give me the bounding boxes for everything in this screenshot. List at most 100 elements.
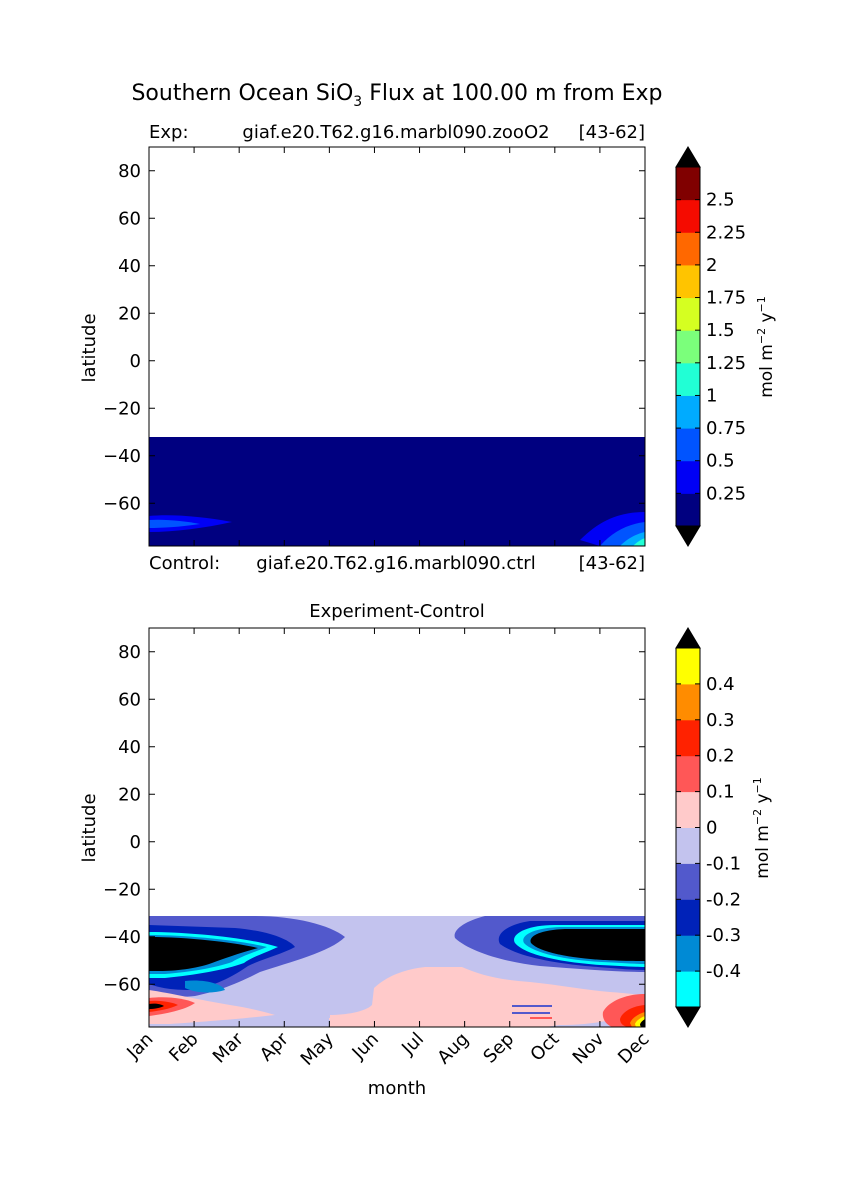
colorbar-swatch (676, 493, 700, 527)
experiment-background-level (149, 437, 645, 546)
experiment-field (149, 437, 645, 546)
x-tick-label: Aug (433, 1029, 473, 1069)
east-strong-negative-core (530, 929, 645, 961)
colorbar-tick-label: 1.75 (706, 288, 746, 309)
colorbar-swatch (676, 755, 700, 793)
colorbar-swatch (676, 232, 700, 266)
colorbar-tick-label: -0.1 (706, 853, 741, 874)
y-tick-label: 20 (118, 303, 141, 324)
difference-y-ticks: 80 60 40 20 0 −20 −40 −60 (103, 642, 645, 995)
colorbar-tick-label: -0.3 (706, 925, 741, 946)
experiment-y-label: latitude (79, 313, 100, 382)
experiment-y-ticks: 80 60 40 20 0 −20 −40 −60 (103, 147, 646, 546)
experiment-axes-frame (148, 146, 646, 547)
exp-header-left: Exp: (149, 122, 189, 143)
colorbar-tick-label: 0.5 (706, 451, 735, 472)
difference-field (149, 916, 645, 1027)
y-tick-label: 80 (118, 642, 141, 663)
colorbar-tick-label: 0 (706, 818, 717, 839)
positive-strip (329, 1016, 368, 1021)
difference-panel: Experiment-Control (79, 601, 773, 1099)
y-tick-label: −20 (103, 398, 141, 419)
y-tick-label: −20 (103, 879, 141, 900)
colorbar-tick-label: 0.4 (706, 674, 735, 695)
colorbar-swatch (676, 935, 700, 972)
colorbar-tick-label: -0.2 (706, 889, 741, 910)
colorbar-swatch (676, 264, 700, 299)
y-tick-label: −60 (103, 974, 141, 995)
y-tick-label: 80 (118, 161, 141, 182)
colorbar-tick-label: 2 (706, 255, 717, 276)
colorbar-tick-label: 2.5 (706, 190, 735, 211)
y-tick-label: 0 (130, 832, 141, 853)
x-tick-label: Mar (209, 1028, 248, 1067)
ctrl-footer-center: giaf.e20.T62.g16.marbl090.ctrl (256, 553, 535, 574)
colorbar-tick-label: 0.1 (706, 782, 735, 803)
colorbar-under-arrow (675, 525, 701, 547)
colorbar-swatch (676, 648, 700, 685)
colorbar-swatch (676, 199, 700, 233)
positive-west-strip (149, 990, 275, 1024)
ctrl-footer-left: Control: (149, 553, 220, 574)
oct-lines-1 (512, 1005, 552, 1007)
experiment-panel: Exp: giaf.e20.T62.g16.marbl090.zooO2 [43… (79, 122, 777, 574)
exp-header-right: [43-62] (579, 122, 645, 143)
colorbar-swatch (676, 683, 700, 721)
colorbar-under-arrow (675, 1006, 701, 1028)
colorbar-tick-label: 0.3 (706, 710, 735, 731)
x-tick-label: Apr (256, 1028, 293, 1065)
jan-coastal-patch-core (149, 519, 200, 528)
y-tick-label: 40 (118, 737, 141, 758)
difference-axes-frame (148, 627, 646, 1028)
ctrl-footer-right: [43-62] (579, 553, 645, 574)
difference-x-label: month (368, 1078, 426, 1099)
west-blue-lobe (185, 980, 225, 993)
x-tick-label: Jul (397, 1029, 428, 1060)
colorbar-over-arrow (675, 146, 701, 168)
colorbar-swatch (676, 863, 700, 900)
colorbar-swatch (676, 167, 700, 201)
jan-positive-patch-core (149, 1000, 178, 1012)
jan-positive-patch-peak (149, 1003, 164, 1009)
colorbar-frame (675, 166, 701, 527)
difference-colorbar: -0.4 -0.3 -0.2 -0.1 0 0.1 0.2 0.3 0.4 (675, 627, 741, 1028)
experiment-colorbar-label: mol m−2 y−1 (755, 296, 777, 398)
y-tick-label: 40 (118, 256, 141, 277)
x-tick-label: Sep (479, 1029, 518, 1068)
x-tick-label: Feb (165, 1029, 202, 1066)
x-tick-label: Nov (569, 1028, 609, 1068)
colorbar-swatch (676, 899, 700, 936)
colorbar-swatch (676, 330, 700, 364)
x-tick-label: Oct (526, 1029, 563, 1066)
oct-lines-2 (512, 1012, 550, 1014)
colorbar-swatch (676, 719, 700, 757)
colorbar-swatch (676, 460, 700, 494)
colorbar-swatch (676, 428, 700, 462)
colorbar-swatch (676, 791, 700, 828)
x-tick-label: Dec (614, 1029, 653, 1068)
y-tick-label: −40 (103, 446, 141, 467)
colorbar-tick-label: 0.75 (706, 418, 746, 439)
colorbar-tick-label: 1.5 (706, 320, 735, 341)
colorbar-tick-label: 2.25 (706, 222, 746, 243)
x-tick-label: May (297, 1028, 338, 1069)
positive-coastal-region (330, 967, 645, 1027)
y-tick-label: −40 (103, 927, 141, 948)
y-tick-label: 60 (118, 689, 141, 710)
figure-title: Southern Ocean SiO3 Flux at 100.00 m fro… (131, 81, 662, 110)
dec-positive-patch-extreme (640, 1019, 645, 1027)
x-tick-label: Jan (122, 1029, 157, 1064)
colorbar-swatch (676, 297, 700, 331)
colorbar-tick-label: 1 (706, 385, 717, 406)
y-tick-label: 0 (130, 351, 141, 372)
y-tick-label: 20 (118, 784, 141, 805)
dec-coastal-patch-peak (633, 538, 645, 546)
colorbar-tick-label: 0.2 (706, 746, 735, 767)
y-tick-label: 60 (118, 208, 141, 229)
difference-y-label: latitude (79, 793, 100, 862)
colorbar-swatch (676, 827, 700, 864)
experiment-colorbar: 0.25 0.5 0.75 1 1.25 1.5 1.75 2 2.25 2.5 (675, 146, 746, 547)
exp-header-center: giaf.e20.T62.g16.marbl090.zooO2 (242, 122, 549, 143)
colorbar-tick-label: -0.4 (706, 961, 741, 982)
